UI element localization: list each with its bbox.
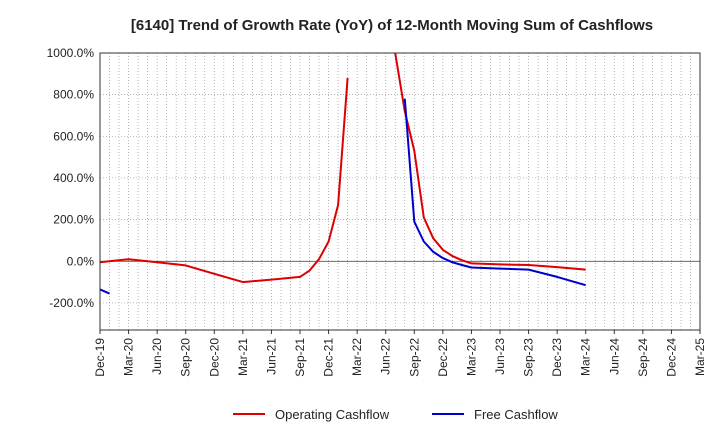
x-tick-label: Sep-22 <box>407 338 421 377</box>
x-tick-label: Jun-21 <box>264 338 278 375</box>
x-tick-label: Mar-21 <box>236 338 250 376</box>
legend-label: Free Cashflow <box>474 407 558 422</box>
y-tick-label: 200.0% <box>53 213 94 227</box>
y-tick-label: 400.0% <box>53 171 94 185</box>
y-tick-label: 600.0% <box>53 129 94 143</box>
plot-frame <box>99 52 701 331</box>
legend: Operating Cashflow Free Cashflow <box>233 407 558 422</box>
x-tick-label: Dec-20 <box>207 338 221 377</box>
x-tick-label: Mar-22 <box>350 338 364 376</box>
series-line-free-cashflow <box>100 288 110 295</box>
y-tick-label: 1000.0% <box>47 46 95 60</box>
series-line-free-cashflow <box>403 98 586 287</box>
series-layer <box>100 53 586 295</box>
series-line-operating-cashflow <box>100 77 349 284</box>
x-tick-label: Dec-22 <box>436 338 450 377</box>
x-tick-label: Mar-20 <box>122 338 136 376</box>
x-tick-label: Mar-24 <box>579 338 593 376</box>
x-tick-label: Jun-22 <box>379 338 393 375</box>
x-tick-label: Dec-19 <box>93 338 107 377</box>
x-tick-label: Dec-21 <box>322 338 336 377</box>
y-tick-label: 0.0% <box>67 254 95 268</box>
grid-layer <box>99 52 701 330</box>
x-tick-label: Jun-20 <box>150 338 164 375</box>
x-tick-label: Dec-23 <box>550 338 564 377</box>
x-tick-label: Sep-23 <box>522 338 536 377</box>
x-tick-label: Sep-21 <box>293 338 307 377</box>
legend-label: Operating Cashflow <box>275 407 390 422</box>
x-tick-label: Dec-24 <box>664 338 678 377</box>
y-tick-label: -200.0% <box>49 296 94 310</box>
series-line-operating-cashflow <box>394 53 586 271</box>
chart-title: [6140] Trend of Growth Rate (YoY) of 12-… <box>131 17 653 34</box>
x-tick-label: Jun-23 <box>493 338 507 375</box>
x-tick-label: Jun-24 <box>607 338 621 375</box>
x-tick-label: Mar-25 <box>693 338 707 376</box>
axis-layer: -200.0% 0.0% 200.0% 400.0% 600.0% 800.0% 1000.… <box>47 46 707 377</box>
y-tick-label: 800.0% <box>53 88 94 102</box>
x-tick-label: Mar-23 <box>464 338 478 376</box>
x-tick-label: Sep-24 <box>636 338 650 377</box>
x-tick-label: Sep-20 <box>179 338 193 377</box>
